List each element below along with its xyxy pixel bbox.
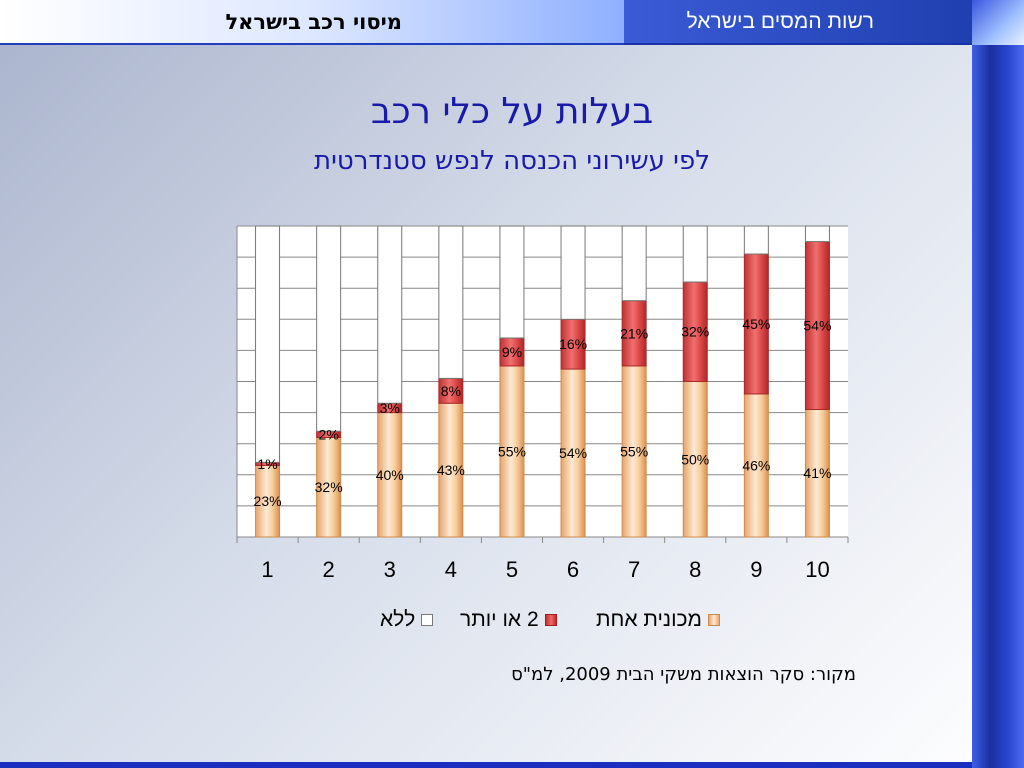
legend-item-one-car: מכונית אחת xyxy=(596,606,720,634)
bar-none xyxy=(560,225,586,320)
bar-none xyxy=(438,225,464,379)
data-label: 43% xyxy=(437,462,465,478)
bar-two-plus xyxy=(804,241,830,410)
bar-two-plus xyxy=(621,300,647,367)
data-label: 16% xyxy=(559,336,587,352)
bar-none xyxy=(621,225,647,302)
bar-none xyxy=(804,225,830,243)
data-label: 55% xyxy=(498,443,526,459)
bar-none xyxy=(499,225,525,339)
data-label: 41% xyxy=(803,465,831,481)
data-label: 54% xyxy=(559,445,587,461)
x-tick-label: 9 xyxy=(750,557,762,582)
corner-decoration xyxy=(972,0,1024,45)
bar-none xyxy=(316,225,342,432)
data-label: 1% xyxy=(257,456,277,472)
header-right-band: רשות המסים בישראל xyxy=(624,0,972,45)
legend-label-none: ללא xyxy=(380,608,416,631)
data-label: 32% xyxy=(681,324,709,340)
header-left-title: מיסוי רכב בישראל xyxy=(225,9,402,34)
data-label: 8% xyxy=(441,383,461,399)
x-tick-label: 6 xyxy=(567,557,579,582)
legend-swatch-two-plus xyxy=(544,614,557,626)
x-tick-label: 4 xyxy=(445,557,457,582)
data-label: 40% xyxy=(376,467,404,483)
legend-swatch-none xyxy=(421,614,434,626)
data-label: 2% xyxy=(319,426,339,442)
data-label: 54% xyxy=(803,318,831,334)
data-label: 9% xyxy=(502,344,522,360)
x-tick-label: 2 xyxy=(323,557,335,582)
data-label: 3% xyxy=(380,400,400,416)
x-tick-label: 7 xyxy=(628,557,640,582)
bar-one-car xyxy=(377,412,403,538)
x-tick-label: 1 xyxy=(261,557,273,582)
bar-none xyxy=(682,225,708,283)
chart-title: בעלות על כלי רכב xyxy=(370,91,654,132)
data-label: 23% xyxy=(254,493,282,509)
bar-none xyxy=(255,225,281,463)
chart-subtitle: לפי עשירוני הכנסה לנפש סטנדרטית xyxy=(313,146,710,176)
header-left-band: מיסוי רכב בישראל xyxy=(0,0,624,45)
data-label: 50% xyxy=(681,451,709,467)
bar-one-car xyxy=(316,436,342,538)
bar-one-car xyxy=(743,393,769,538)
legend-swatch-one-car xyxy=(707,614,720,626)
legend-item-none: ללא xyxy=(380,606,434,634)
bar-none xyxy=(743,225,769,255)
data-label: 55% xyxy=(620,443,648,459)
x-tick-label: 10 xyxy=(805,557,829,582)
data-label: 21% xyxy=(620,325,648,341)
bar-one-car xyxy=(682,381,708,538)
legend-label-two-plus: 2 או יותר xyxy=(460,608,539,631)
bar-two-plus xyxy=(438,377,464,404)
source-note: מקור: סקר הוצאות משקי הבית 2009, למ"ס xyxy=(511,664,856,685)
bar-one-car xyxy=(255,464,281,538)
legend-item-two-plus: 2 או יותר xyxy=(460,606,557,634)
bar-none xyxy=(377,225,403,404)
chart-legend: מכונית אחת 2 או יותר ללא xyxy=(0,606,1024,634)
data-label: 45% xyxy=(742,316,770,332)
bottom-line-decoration xyxy=(0,762,972,768)
bar-one-car xyxy=(499,365,525,538)
legend-label-one-car: מכונית אחת xyxy=(596,608,702,631)
side-bar-decoration xyxy=(972,45,1024,768)
header-right-title: רשות המסים בישראל xyxy=(686,9,874,33)
data-label: 32% xyxy=(315,479,343,495)
bar-one-car xyxy=(804,408,830,538)
data-label: 46% xyxy=(742,457,770,473)
x-tick-label: 8 xyxy=(689,557,701,582)
bar-two-plus xyxy=(743,253,769,395)
x-tick-label: 3 xyxy=(384,557,396,582)
x-tick-label: 5 xyxy=(506,557,518,582)
